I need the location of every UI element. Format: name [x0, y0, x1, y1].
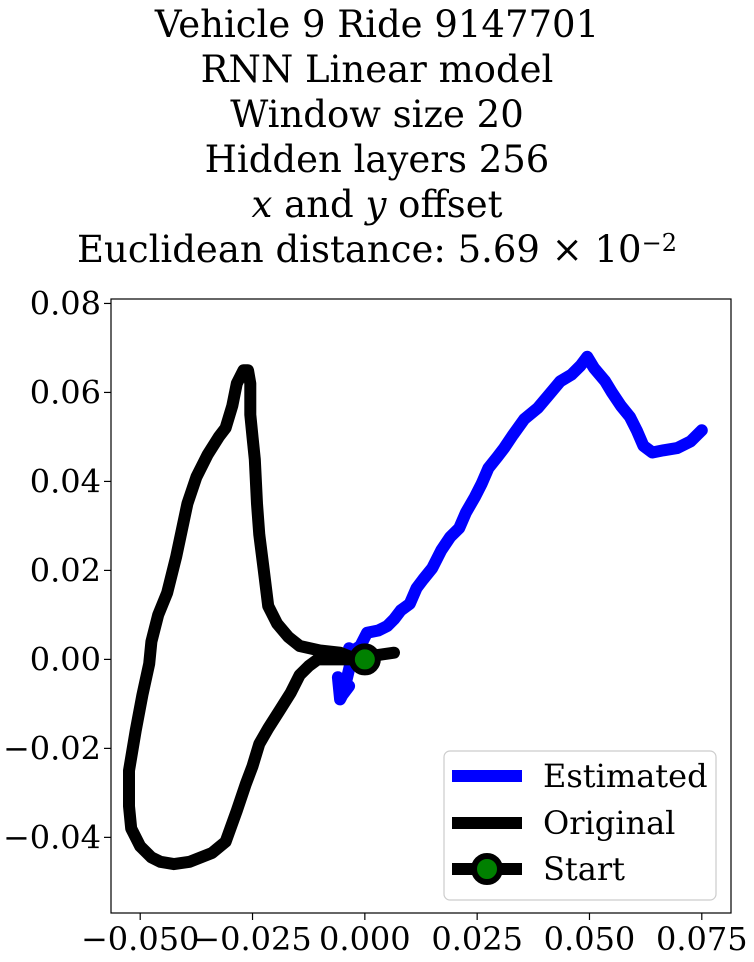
title-exponent: −2	[641, 229, 677, 257]
x-tick-label: 0.075	[656, 920, 748, 958]
title-line-5: x and y offset	[0, 182, 754, 227]
title-line-2: RNN Linear model	[200, 48, 554, 91]
plot-lines	[123, 350, 708, 871]
title-and: and	[272, 183, 366, 226]
title-line-4: Hidden layers 256	[204, 138, 550, 181]
x-tick-label: 0.025	[431, 920, 523, 958]
start-marker	[348, 643, 381, 676]
x-tick-label: 0.050	[544, 920, 636, 958]
legend-label-estimated: Estimated	[543, 757, 708, 795]
x-tick-label: 0.000	[319, 920, 411, 958]
x-tick-label: −0.025	[193, 920, 311, 958]
y-tick-label: 0.04	[30, 462, 101, 500]
legend-label-start: Start	[543, 850, 625, 888]
x-axis-ticks: −0.050−0.025 0.000 0.025 0.050 0.075	[81, 913, 748, 958]
y-tick-label: −0.02	[3, 729, 101, 767]
legend: Estimated Original Start	[443, 750, 717, 901]
y-tick-label: 0.06	[30, 373, 101, 411]
title-line-6: Euclidean distance: 5.69 × 10−2	[0, 227, 754, 272]
title-distance: Euclidean distance: 5.69 × 10	[77, 228, 642, 271]
x-tick-label: −0.050	[81, 920, 199, 958]
chart-title: Vehicle 9 Ride 9147701 RNN Linear model …	[0, 2, 754, 272]
legend-box	[443, 750, 717, 901]
legend-marker-start	[471, 853, 503, 885]
series-original-line	[123, 364, 400, 871]
title-line-1: Vehicle 9 Ride 9147701	[154, 3, 600, 46]
y-tick-label: −0.04	[3, 818, 101, 856]
title-y-symbol: y	[365, 183, 387, 226]
title-offset: offset	[386, 183, 503, 226]
y-axis-ticks: −0.04 −0.02 0.00 0.02 0.04 0.06 0.08	[3, 284, 111, 856]
axes-frame	[110, 298, 732, 914]
y-tick-label: 0.08	[30, 284, 101, 322]
y-tick-label: 0.00	[30, 640, 101, 678]
title-line-3: Window size 20	[230, 93, 524, 136]
legend-label-original: Original	[543, 804, 675, 842]
title-x-symbol: x	[251, 183, 273, 226]
y-tick-label: 0.02	[30, 551, 101, 589]
